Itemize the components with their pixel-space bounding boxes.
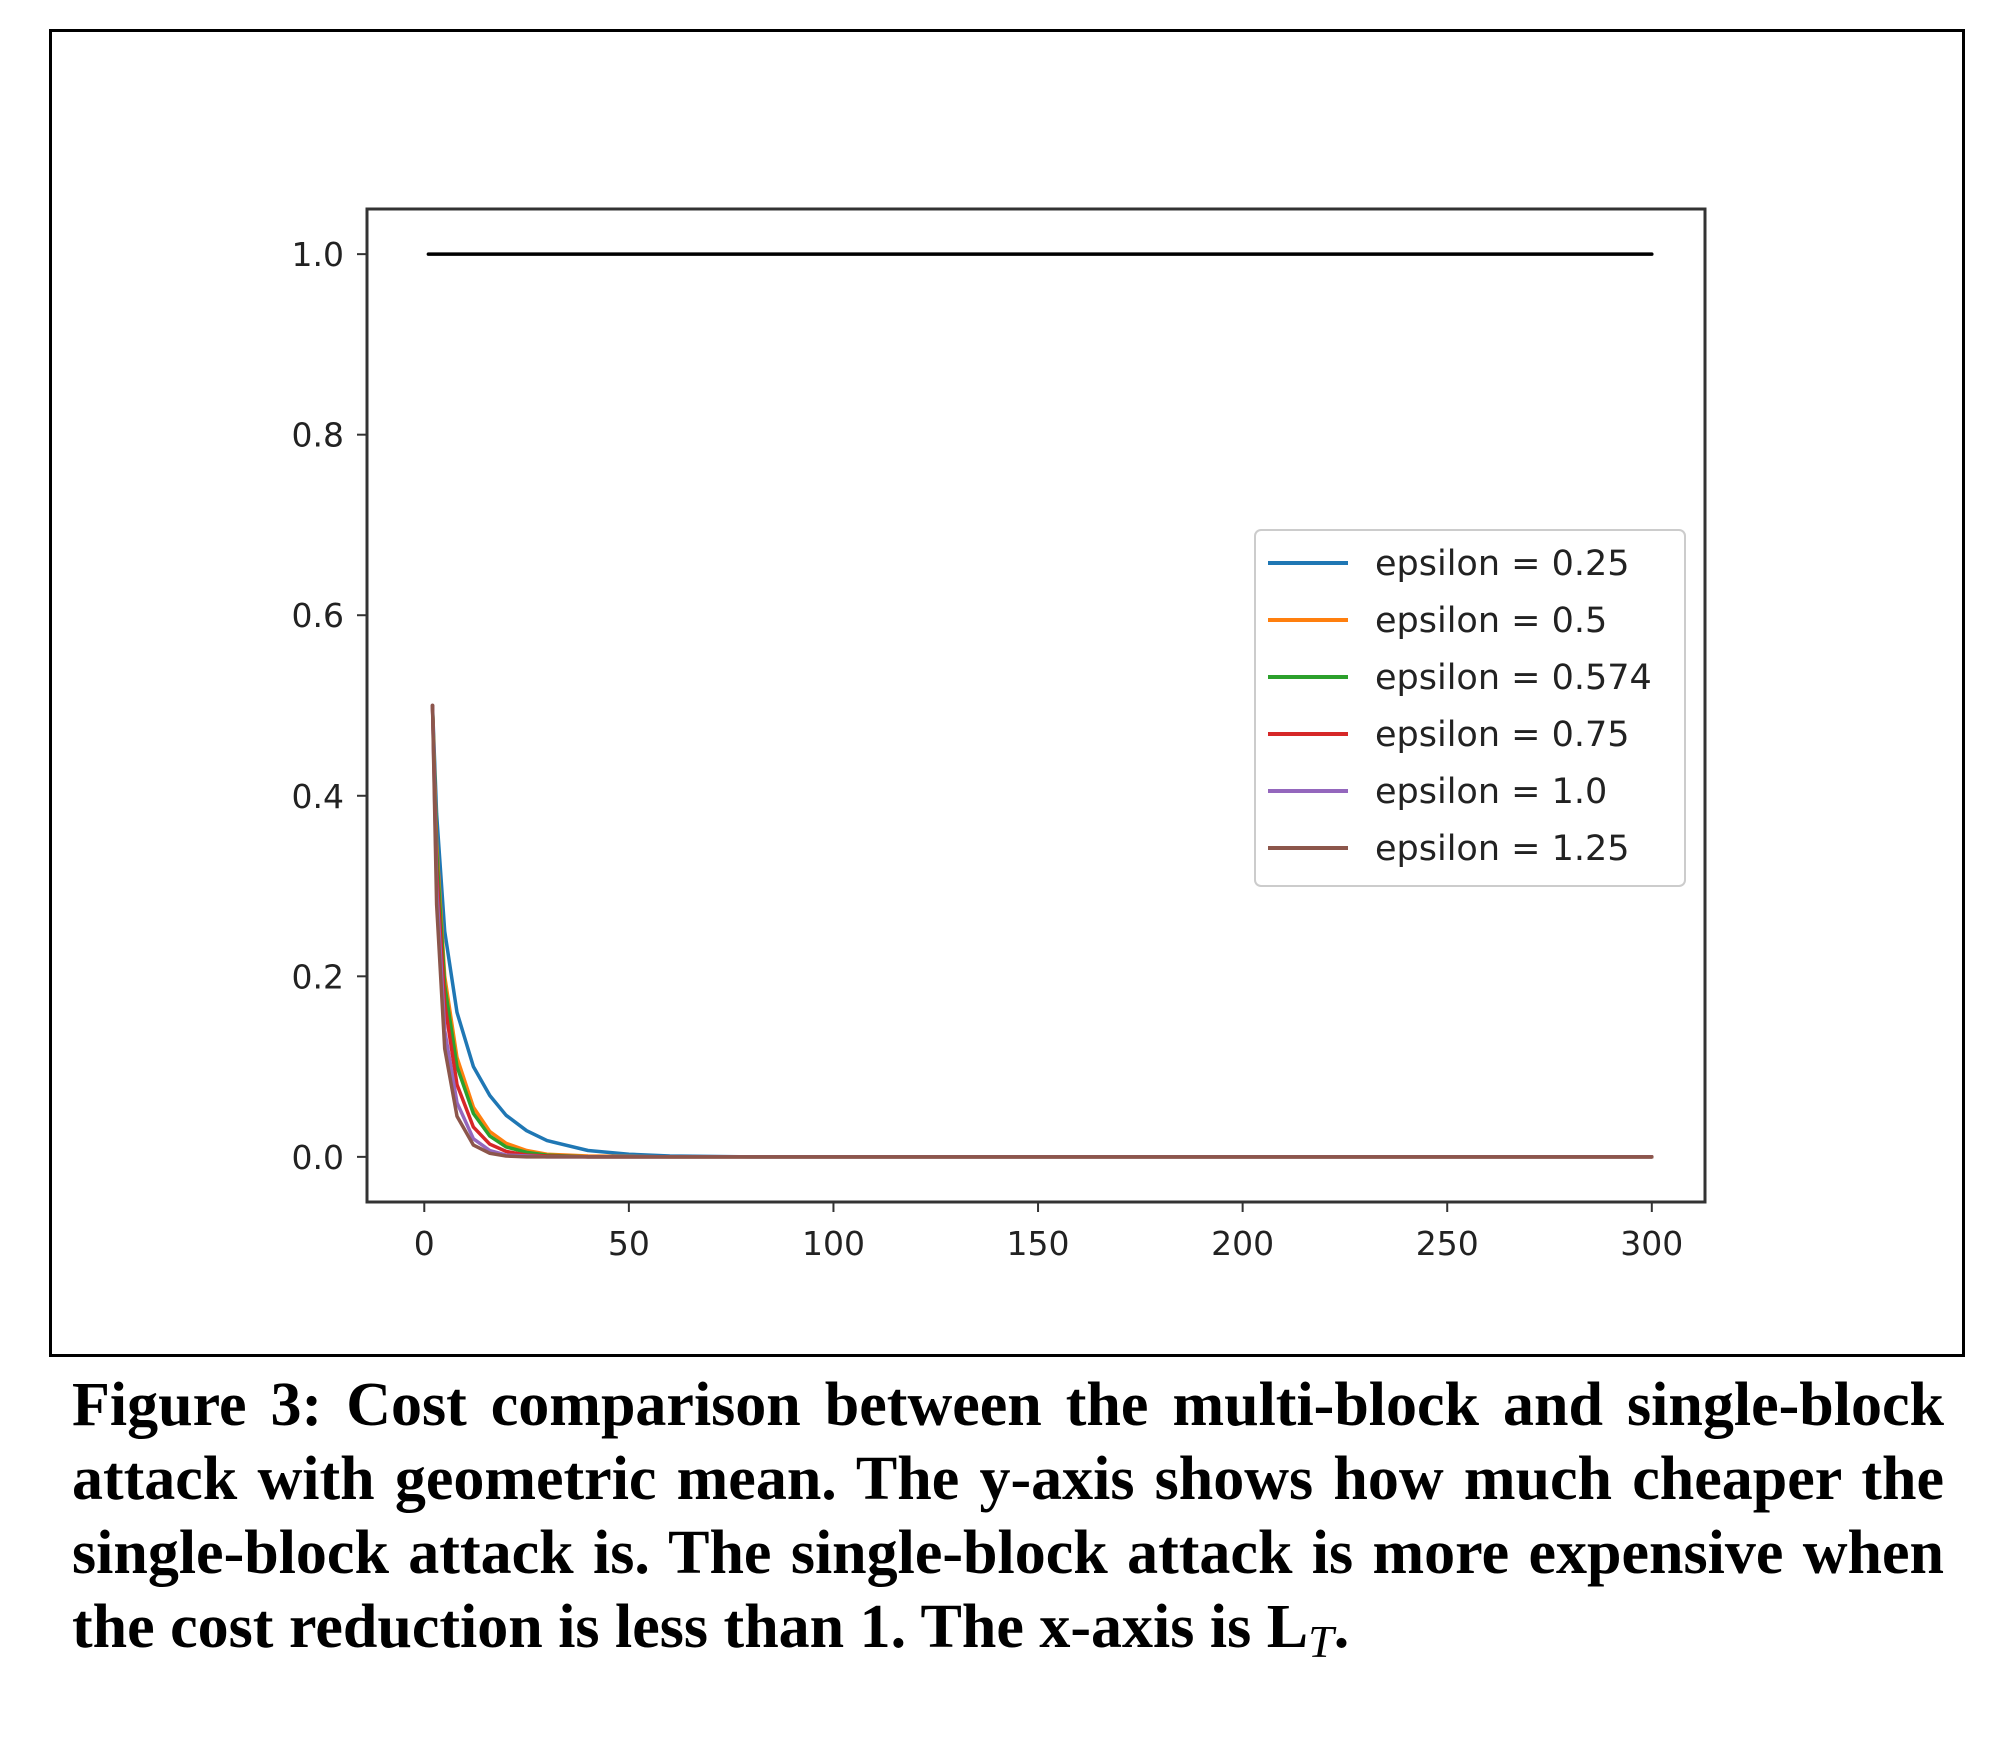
legend-label: epsilon = 0.25 (1375, 544, 1630, 584)
legend-label: epsilon = 1.0 (1375, 772, 1607, 812)
x-tick-label: 200 (1211, 1224, 1274, 1263)
y-tick-label: 0.6 (292, 596, 344, 635)
figure-caption: Figure 3: Cost comparison between the mu… (72, 1371, 1944, 1667)
legend-label: epsilon = 1.25 (1375, 829, 1630, 869)
caption-symbol: LT (1266, 1593, 1334, 1667)
caption-text: Figure 3: Cost comparison between the mu… (72, 1371, 1944, 1661)
x-tick-label: 100 (802, 1224, 865, 1263)
legend: epsilon = 0.25 epsilon = 0.5 epsilon = 0.5… (1254, 529, 1686, 887)
series-line-6 (430, 703, 1654, 1159)
legend-box (1254, 529, 1686, 887)
x-tick-label: 50 (608, 1224, 650, 1263)
legend-label: epsilon = 0.75 (1375, 715, 1630, 755)
y-tick-label: 0.2 (292, 957, 344, 996)
y-tick-label: 0.8 (292, 416, 344, 455)
y-tick-label: 0.0 (292, 1138, 344, 1177)
x-tick-label: 250 (1416, 1224, 1479, 1263)
x-tick-label: 150 (1007, 1224, 1070, 1263)
figure-frame: 0 50 100 150 200 250 300 0.0 0.2 0.4 0.6 0.8 1.0 eps… (49, 29, 1965, 1357)
line-chart: 0 50 100 150 200 250 300 0.0 0.2 0.4 0.6 0.8 1.0 eps… (292, 207, 1707, 1263)
y-tick-label: 1.0 (292, 235, 344, 274)
y-tick-label: 0.4 (292, 777, 344, 816)
x-tick-label: 0 (414, 1224, 435, 1263)
legend-label: epsilon = 0.574 (1375, 658, 1652, 698)
x-tick-label: 300 (1620, 1224, 1683, 1263)
legend-label: epsilon = 0.5 (1375, 601, 1607, 641)
